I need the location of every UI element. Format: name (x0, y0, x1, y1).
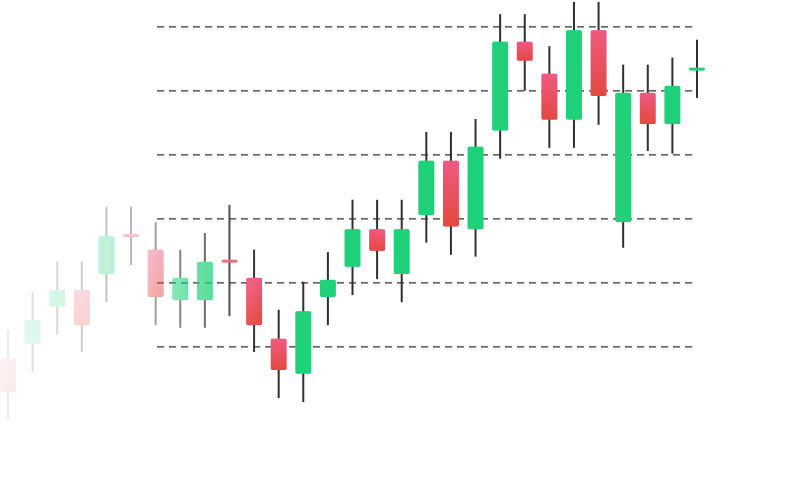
candle-body (664, 85, 681, 125)
candle-body (639, 92, 656, 125)
candle-body (0, 357, 16, 392)
candle-body (418, 160, 435, 216)
candle-body (270, 338, 287, 370)
candle-body (590, 30, 607, 97)
candle-body (492, 41, 509, 131)
candle-body (319, 279, 336, 297)
candle-body (541, 73, 558, 120)
candle-body (689, 67, 705, 71)
candle-body (369, 229, 386, 251)
candle-body (295, 311, 312, 374)
candle-body (246, 277, 263, 326)
candle-body (467, 146, 484, 230)
candle-body (344, 229, 361, 267)
candles (0, 1, 705, 420)
candle-body (98, 236, 115, 274)
candle-body (73, 289, 90, 326)
candle-body (221, 259, 238, 263)
candle-body (172, 277, 189, 301)
candle-body (196, 261, 213, 301)
candle-body (565, 30, 582, 120)
candle-body (442, 160, 459, 227)
candle-body (123, 234, 140, 238)
candle-body (393, 229, 410, 274)
candle-body (516, 41, 533, 61)
candle-body (24, 320, 41, 344)
candle-body (49, 289, 66, 307)
candle-body (147, 249, 164, 297)
candle-body (615, 92, 632, 223)
